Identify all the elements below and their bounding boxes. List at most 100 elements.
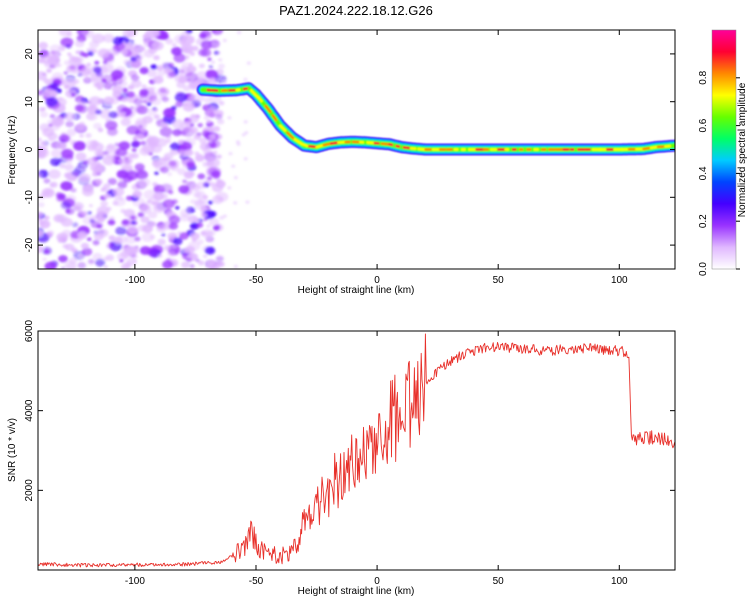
noise-blob — [102, 33, 115, 43]
noise-blob — [208, 139, 213, 144]
noise-blob — [189, 171, 195, 176]
noise-blob — [45, 189, 53, 195]
colorbar-ticks: 0.0 0.2 0.4 0.6 0.8 — [698, 70, 740, 276]
noise-blob — [194, 151, 200, 156]
noise-blob — [95, 109, 102, 115]
noise-blob — [73, 172, 79, 177]
noise-blob — [120, 118, 131, 127]
noise-blob — [141, 84, 147, 89]
noise-blob — [136, 133, 145, 140]
noise-blob — [133, 135, 140, 140]
noise-blob — [63, 71, 69, 75]
noise-blob — [185, 206, 196, 214]
noise-blob — [93, 66, 102, 74]
noise-blob — [105, 254, 115, 261]
noise-blob — [184, 72, 198, 83]
noise-blob — [154, 108, 159, 112]
noise-blob — [222, 80, 227, 84]
noise-blob — [212, 30, 217, 33]
noise-blob — [181, 62, 191, 70]
noise-blob — [61, 266, 66, 269]
noise-blob — [241, 133, 246, 137]
ridge-peak — [337, 140, 347, 144]
noise-blob — [65, 243, 75, 251]
noise-blob — [93, 216, 99, 220]
noise-blob — [109, 97, 119, 105]
noise-blob — [215, 114, 223, 120]
noise-blob — [81, 165, 86, 169]
noise-blob — [61, 229, 72, 237]
spectrogram-x-axis: -100 -50 0 50 100 — [125, 30, 628, 286]
noise-blob — [206, 224, 211, 228]
noise-blob — [80, 66, 93, 75]
noise-blob — [161, 62, 169, 68]
noise-blob — [82, 160, 89, 165]
noise-blob — [165, 38, 174, 45]
noise-blob — [177, 168, 187, 176]
noise-blob — [200, 48, 212, 57]
noise-blob — [193, 134, 201, 141]
noise-blob — [218, 58, 223, 62]
noise-blob — [115, 226, 127, 236]
noise-blob — [160, 193, 168, 200]
noise-blob — [206, 176, 213, 181]
noise-blob — [162, 260, 174, 269]
noise-blob — [198, 196, 208, 204]
noise-blob — [160, 183, 173, 193]
noise-blob — [75, 50, 81, 55]
noise-blob — [86, 62, 91, 67]
noise-blob — [80, 210, 88, 217]
noise-blob — [192, 191, 202, 198]
noise-blob — [146, 246, 160, 257]
noise-blob — [196, 181, 207, 190]
noise-blob — [103, 82, 113, 90]
noise-blob — [77, 262, 87, 269]
noise-blob — [154, 171, 159, 175]
noise-blob — [106, 206, 112, 211]
noise-blob — [140, 46, 146, 51]
noise-blob — [136, 105, 149, 115]
noise-blob — [38, 194, 46, 200]
noise-blob — [124, 234, 137, 244]
noise-blob — [217, 119, 225, 125]
noise-blob — [92, 239, 100, 246]
noise-blob — [97, 216, 105, 223]
noise-blob — [96, 206, 110, 216]
noise-blob — [149, 195, 161, 204]
noise-blob — [233, 201, 238, 205]
noise-blob — [40, 111, 49, 118]
noise-blob — [227, 116, 232, 120]
noise-blob — [140, 128, 147, 133]
noise-blob — [112, 85, 124, 94]
noise-blob — [132, 140, 141, 147]
noise-blob — [65, 120, 74, 128]
noise-blob — [118, 178, 124, 183]
noise-blob — [86, 237, 92, 241]
noise-blob — [38, 137, 42, 142]
noise-blob — [38, 202, 45, 208]
noise-blob — [139, 67, 149, 75]
noise-blob — [162, 158, 168, 162]
noise-blob — [73, 86, 81, 92]
noise-blob — [118, 159, 123, 163]
noise-blob — [127, 84, 135, 90]
noise-blob — [243, 77, 248, 82]
noise-blob — [42, 257, 47, 261]
noise-blob — [233, 176, 238, 180]
noise-blob — [101, 63, 114, 74]
noise-blob — [58, 255, 68, 263]
noise-blob — [167, 250, 176, 257]
noise-blob — [142, 144, 155, 154]
noise-blob — [210, 134, 214, 138]
noise-blob — [165, 139, 171, 143]
y-tick-label: 2000 — [24, 479, 35, 502]
noise-blob — [169, 160, 177, 167]
noise-blob — [87, 258, 95, 265]
noise-blob — [151, 41, 164, 51]
noise-blob — [105, 120, 118, 130]
noise-blob — [38, 148, 50, 158]
noise-blob — [243, 157, 248, 161]
noise-blob — [82, 30, 94, 38]
y-tick-label: 0 — [24, 146, 35, 152]
